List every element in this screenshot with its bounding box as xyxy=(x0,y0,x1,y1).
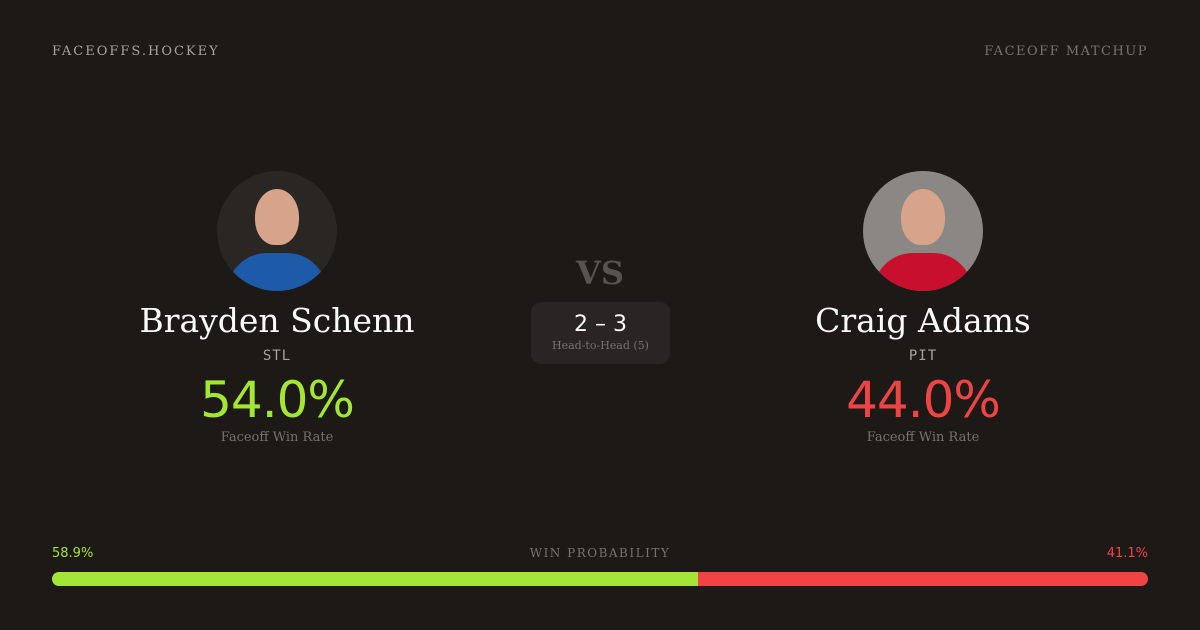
win-rate-label: Faceoff Win Rate xyxy=(220,430,334,445)
faceoff-win-rate: 54.0% xyxy=(200,371,355,429)
win-rate-label: Faceoff Win Rate xyxy=(866,430,980,445)
head-to-head-box: 2 – 3 Head-to-Head (5) xyxy=(531,302,670,364)
player-name: Brayden Schenn xyxy=(139,301,415,340)
win-prob-right-fill xyxy=(697,572,1148,586)
h2h-label: Head-to-Head (5) xyxy=(552,339,649,352)
win-prob-title: WIN PROBABILITY xyxy=(529,546,671,560)
team-abbr: PIT xyxy=(908,348,938,364)
player-avatar xyxy=(217,171,337,291)
win-prob-left-fill xyxy=(52,572,698,586)
h2h-score: 2 – 3 xyxy=(574,312,627,337)
team-abbr: STL xyxy=(262,348,292,364)
player-card-right: Craig Adams PIT 44.0% Faceoff Win Rate xyxy=(723,171,1123,445)
win-prob-right: 41.1% xyxy=(1106,546,1148,561)
page-kind: FACEOFF MATCHUP xyxy=(984,44,1148,59)
faceoff-win-rate: 44.0% xyxy=(846,371,1001,429)
player-card-left: Brayden Schenn STL 54.0% Faceoff Win Rat… xyxy=(77,171,477,445)
player-name: Craig Adams xyxy=(815,301,1031,340)
vs-label: VS xyxy=(576,254,624,292)
win-probability-bar xyxy=(52,572,1148,586)
win-prob-left: 58.9% xyxy=(52,546,94,561)
player-avatar xyxy=(863,171,983,291)
brand-logo[interactable]: FACEOFFS.HOCKEY xyxy=(52,44,220,59)
